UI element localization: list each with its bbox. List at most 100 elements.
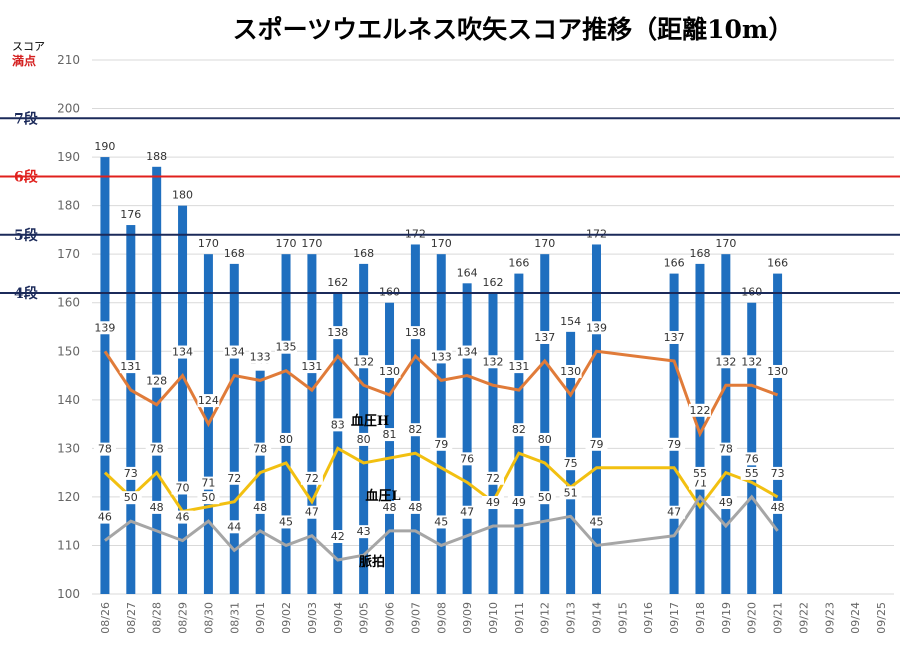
y-max-label: 満点 — [12, 53, 36, 68]
score-bar-label: 170 — [431, 237, 452, 250]
series-label-bg — [93, 442, 116, 456]
score-bar-label: 170 — [715, 237, 736, 250]
series-label: 135 — [276, 341, 297, 354]
series-label-bg — [507, 496, 530, 510]
series-line — [103, 446, 779, 514]
x-tick-label: 09/01 — [254, 602, 267, 634]
series-label: 130 — [560, 365, 581, 378]
series-label: 132 — [741, 355, 762, 368]
x-tick-label: 09/09 — [461, 602, 474, 634]
series-label-bg — [559, 364, 582, 378]
score-bar-label: 176 — [120, 208, 141, 221]
series-label: 78 — [150, 443, 164, 456]
series-label: 55 — [693, 467, 707, 480]
score-bar — [410, 244, 420, 595]
y-tick-label: 130 — [57, 441, 80, 455]
x-tick-label: 09/08 — [435, 602, 448, 634]
series-label: 80 — [538, 433, 552, 446]
series-label-bg — [326, 418, 349, 432]
x-tick-label: 09/13 — [565, 602, 578, 634]
series-label-bg — [482, 471, 504, 485]
series-label: 55 — [745, 467, 759, 480]
score-bar-label: 166 — [664, 257, 685, 270]
series-label-bg — [740, 452, 763, 466]
series-label-bg — [275, 432, 298, 446]
series-label-bg — [249, 350, 272, 364]
series-label: 131 — [508, 360, 529, 373]
y-tick-label: 180 — [57, 199, 80, 213]
series-label: 132 — [353, 355, 374, 368]
series-annotations: 血圧H 血圧L 脈拍 — [351, 413, 401, 570]
series-label: 130 — [767, 365, 788, 378]
series-label: 79 — [589, 438, 603, 451]
series-label-bg — [740, 466, 763, 480]
series-label-bg — [352, 525, 375, 539]
series-label-bg — [119, 360, 142, 374]
series-label: 80 — [357, 433, 371, 446]
y-axis-label: スコア — [12, 40, 45, 53]
series-label-bg — [456, 345, 479, 359]
series-label: 76 — [745, 452, 759, 465]
series-label: 45 — [279, 515, 293, 528]
score-bar — [773, 273, 783, 594]
x-tick-label: 09/11 — [513, 602, 526, 634]
annotation-systolic: 血圧H — [351, 413, 389, 429]
series-label: 134 — [172, 346, 193, 359]
series-label: 45 — [589, 515, 603, 528]
series-label: 45 — [434, 515, 448, 528]
series-label-bg — [223, 471, 246, 485]
series-label-bg — [145, 442, 168, 456]
x-tick-label: 09/04 — [332, 602, 345, 634]
score-bar — [385, 302, 395, 594]
series-label: 122 — [689, 404, 710, 417]
series-label-bg — [171, 481, 194, 495]
reference-line-label: 7段 — [14, 110, 38, 127]
series-label-bg — [145, 500, 168, 514]
x-tick-label: 09/10 — [487, 602, 500, 634]
score-bar-label: 168 — [353, 247, 374, 260]
series-label: 43 — [357, 525, 371, 538]
series-label-bg — [197, 476, 220, 490]
y-tick-labels: 100 110 120 130 140 150 160 170 180 190 200 210 — [57, 53, 80, 601]
series-label: 48 — [408, 501, 422, 514]
series-label-bg — [507, 423, 530, 437]
score-bar-label: 168 — [689, 247, 710, 260]
score-bar-label: 190 — [94, 140, 115, 153]
series-label: 78 — [98, 443, 112, 456]
series-label: 132 — [483, 355, 504, 368]
score-bar — [178, 205, 188, 595]
x-tick-label: 09/16 — [642, 602, 655, 634]
x-tick-label: 09/12 — [539, 602, 552, 634]
series-label: 75 — [564, 457, 578, 470]
series-label: 82 — [408, 423, 422, 436]
score-bar — [591, 244, 601, 595]
series-label-bg — [300, 360, 323, 374]
y-tick-label: 170 — [57, 247, 80, 261]
series-label: 79 — [667, 438, 681, 451]
score-bar-label: 188 — [146, 150, 167, 163]
score-bar-label: 154 — [560, 315, 581, 328]
series-label-bg — [249, 500, 272, 514]
score-bar-label: 170 — [198, 237, 219, 250]
series-label-bg — [482, 496, 504, 510]
series-label: 47 — [667, 506, 681, 519]
x-tick-label: 09/21 — [772, 602, 785, 634]
x-tick-label: 09/15 — [616, 602, 629, 634]
series-label: 71 — [201, 477, 215, 490]
y-tick-label: 120 — [57, 490, 80, 504]
score-bar — [307, 254, 317, 594]
series-label-bg — [663, 330, 686, 344]
series-label: 51 — [564, 486, 578, 499]
series-label: 139 — [94, 321, 115, 334]
score-bar — [333, 293, 343, 594]
score-bar — [436, 254, 446, 594]
series-label: 133 — [431, 350, 452, 363]
series-label-bg — [352, 432, 375, 446]
x-tick-label: 09/03 — [306, 602, 319, 634]
series-label: 42 — [331, 530, 345, 543]
series-label-bg — [145, 374, 168, 388]
score-bar-label: 170 — [301, 237, 322, 250]
series-label: 132 — [715, 355, 736, 368]
y-tick-label: 140 — [57, 393, 80, 407]
series-line — [104, 494, 779, 562]
